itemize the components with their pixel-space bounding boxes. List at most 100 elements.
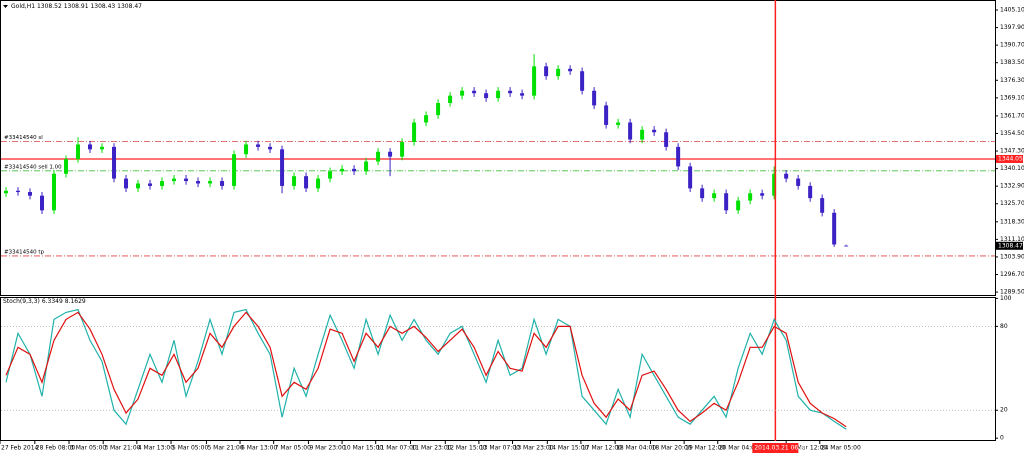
candle-body [532,66,537,96]
candle-body [148,183,153,186]
candle-body [196,181,201,184]
candle-body [484,93,489,99]
candle-body [760,193,765,196]
candle-body [724,193,729,211]
y-tick-label: 1347.30 [1000,148,1024,155]
candle-body [424,115,429,123]
y-tick-label: 100 [1000,295,1012,302]
candle-body [400,142,405,157]
x-tick-label: 14 Mar 15:00 [548,445,588,452]
candle-body [664,132,669,147]
chart-title: Gold,H1 1308.52 1308.91 1308.43 1308.47 [11,3,142,10]
candle-body [388,151,393,157]
x-tick-label: 11 Mar 23:00 [411,445,451,452]
y-tick-label: 1390.70 [1000,42,1024,49]
candle-body [172,178,177,182]
y-tick-label: 1383.50 [1000,59,1024,66]
candle-body [136,183,141,189]
menu-arrow[interactable] [3,5,8,8]
candle-body [568,68,573,72]
candle-body [736,200,741,211]
x-tick-label: 11 Mar 07:00 [377,445,417,452]
order-label: #33414540 sell 1.00 [4,164,62,170]
candle-body [460,90,465,96]
order-label: #33414540 tp [4,249,45,255]
x-tick-label: 13 Mar 23:00 [514,445,554,452]
x-tick-label: 19 Mar 12:00 [685,445,725,452]
x-tick-label: 3 Mar 21:00 [104,445,140,452]
current-price-box [996,241,1023,250]
candle-body [628,122,633,140]
candle-body [52,173,57,211]
y-tick-label: 1369.10 [1000,94,1024,101]
candle-body [472,90,477,94]
y-tick-label: 1405.10 [1000,7,1024,14]
symbol: Gold,H1 [11,3,35,10]
y-tick-label: 20 [1000,407,1008,414]
x-tick-label: 28 Feb 08:00 [36,445,76,452]
candle-body [352,168,357,172]
current-price-label: 1308.47 [998,242,1023,249]
stoch-panel [0,297,996,441]
low: 1308.43 [90,3,115,10]
candle-body [76,144,81,160]
candle-body [220,181,225,186]
price-panel [0,0,996,296]
y-tick-label: 1289.50 [1000,289,1024,296]
candle-body [88,144,93,150]
candle-body [364,161,369,172]
order-label: #33414540 sl [4,135,43,141]
y-tick-label: 1361.70 [1000,112,1024,119]
x-tick-label: 9 Mar 23:00 [309,445,345,452]
candle-body [244,144,249,155]
y-tick-label: 1303.90 [1000,253,1024,260]
candle-body [112,146,117,179]
y-tick-label: 1340.10 [1000,165,1024,172]
x-tick-label: 5 Mar 05:00 [172,445,208,452]
candle-body [796,178,801,186]
y-tick-label: 0 [1000,435,1004,442]
candle-body [28,192,33,196]
candle-body [652,129,657,133]
candle-body [640,129,645,140]
candle-body [436,102,441,116]
x-tick-label: 27 Feb 2014 [1,445,39,452]
candle-body [844,245,849,247]
close: 1308.47 [117,3,142,10]
cursor-box [752,443,799,453]
candle-body [604,105,609,125]
candle-body [712,193,717,199]
candle-body [184,178,189,182]
candle-body [700,188,705,199]
x-tick-label: 21 Mar 12:00 [787,445,827,452]
candle-body [496,90,501,99]
y-tick-label: 1332.90 [1000,183,1024,190]
stoch-title: Stoch(9,3,3) 6.3349 8.1629 [3,298,86,305]
x-tick-label: 6 Mar 13:00 [241,445,277,452]
candle-body [748,193,753,201]
candle-body [292,176,297,186]
stoch-name: Stoch(9,3,3) [3,298,40,305]
candle-body [616,122,621,125]
candle-body [772,173,777,196]
stoch-main: 6.3349 [42,298,63,305]
candle-body [340,168,345,172]
x-tick-label: 5 Mar 21:00 [207,445,243,452]
candle-body [592,90,597,106]
x-tick-label: 18 Mar 04:00 [616,445,656,452]
y-tick-label: 1376.30 [1000,77,1024,84]
candle-body [256,144,261,147]
x-tick-label: 7 Mar 05:00 [275,445,311,452]
candle-body [520,93,525,96]
candle-body [688,166,693,189]
y-tick-label: 1354.50 [1000,130,1024,137]
candle-body [40,195,45,211]
x-tick-label: 10 Mar 15:00 [343,445,383,452]
x-tick-label: 17 Mar 12:00 [582,445,622,452]
candle-body [544,66,549,77]
price-line-label: 1344.05 [998,155,1023,162]
high: 1308.91 [64,3,89,10]
x-tick-label: 12 Mar 15:00 [446,445,486,452]
